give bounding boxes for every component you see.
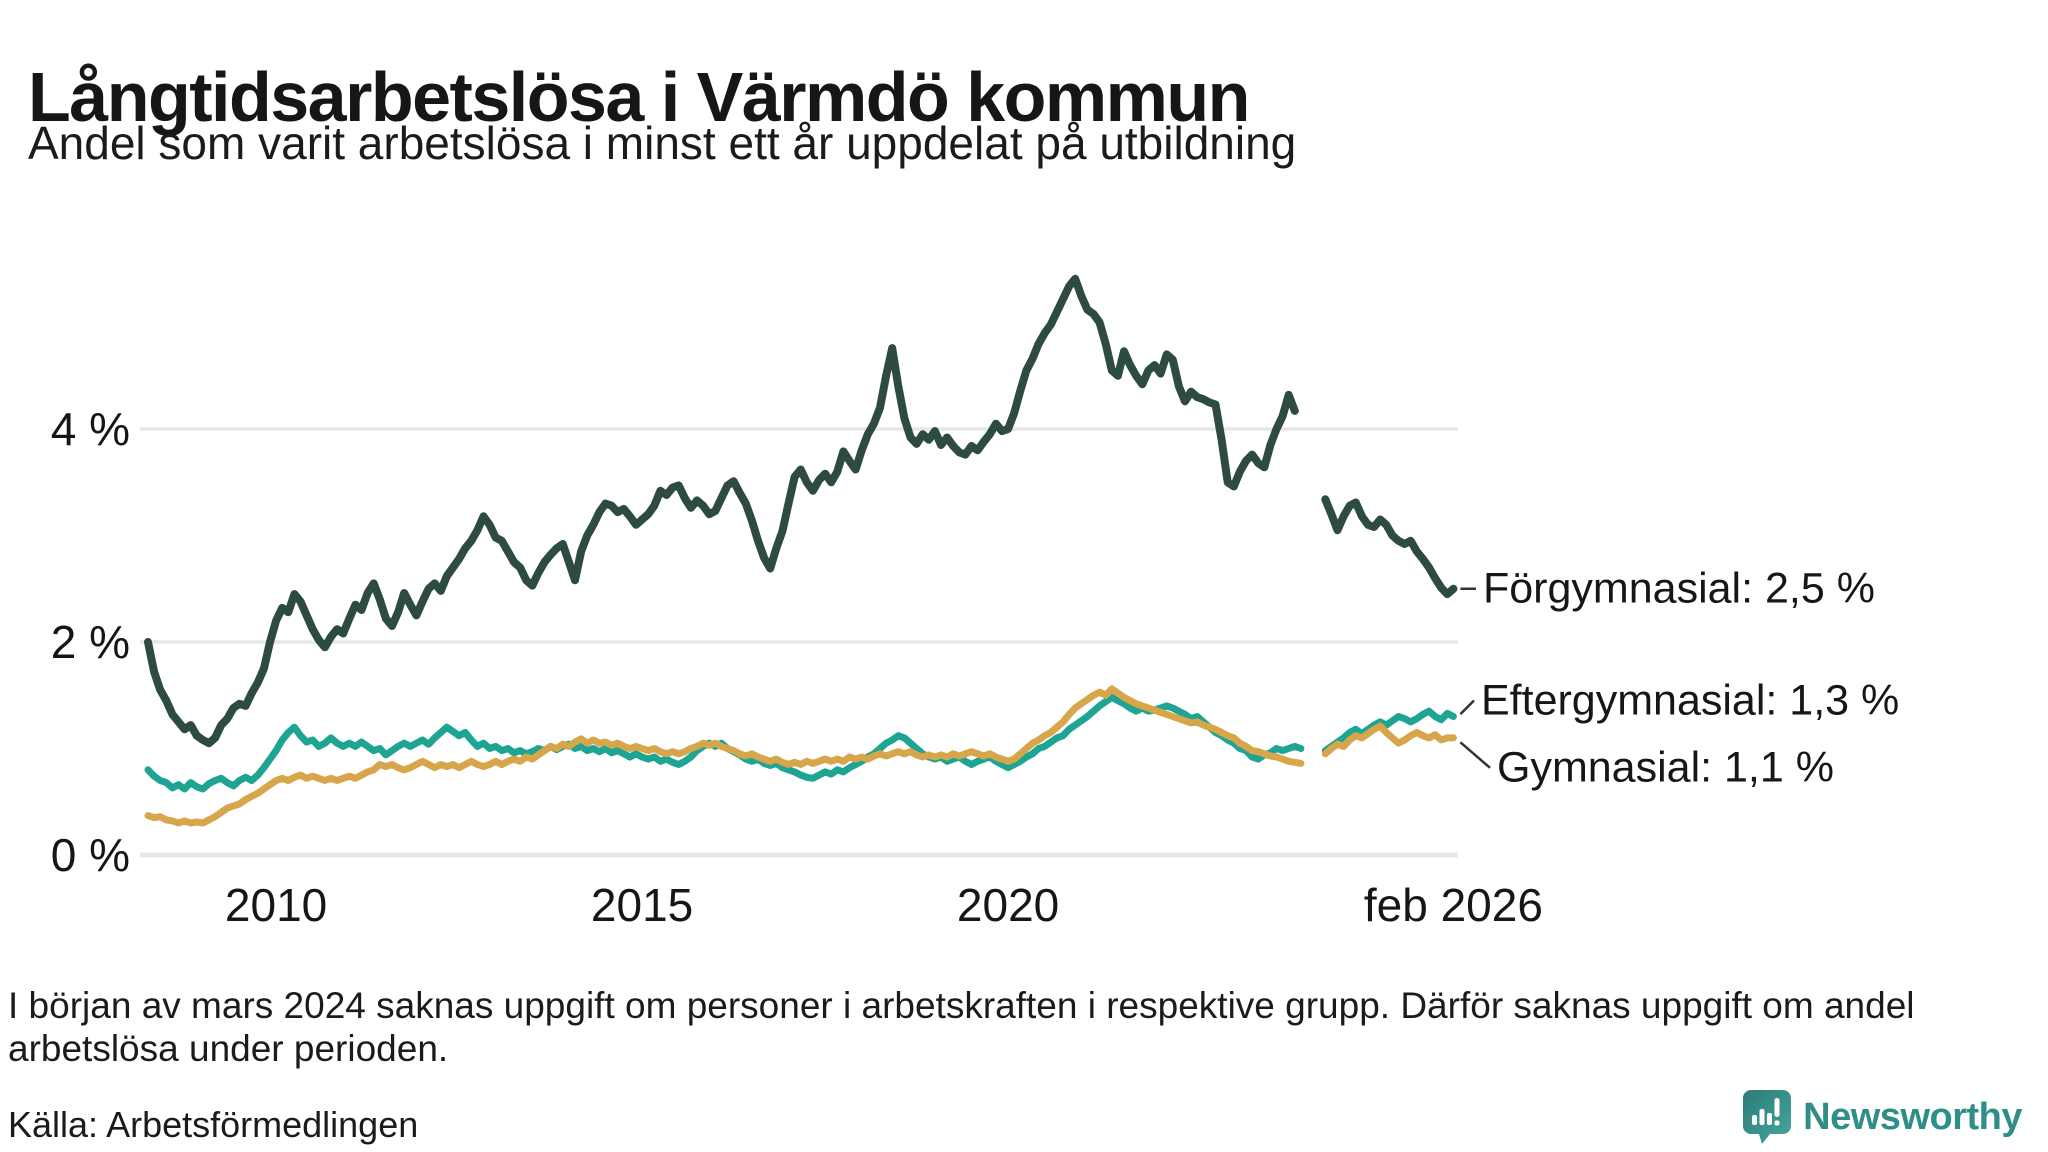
- chart-subtitle: Andel som varit arbetslösa i minst ett å…: [28, 117, 1297, 169]
- series-line-eftergymnasial-after-gap: [1321, 707, 1457, 755]
- source-label: Källa: Arbetsförmedlingen: [8, 1104, 419, 1145]
- footnote: I början av mars 2024 saknas uppgift om …: [8, 985, 1915, 1070]
- annotation-connector-eftergymnasial: [1459, 699, 1475, 716]
- series-line-förgymnasial: [144, 274, 1299, 748]
- series-line-förgymnasial-after-gap: [1321, 495, 1458, 599]
- series-label-förgymnasial: Förgymnasial: 2,5 %: [1483, 564, 1875, 613]
- newsworthy-wordmark: Newsworthy: [1803, 1095, 2022, 1138]
- series-line-gymnasial: [144, 685, 1305, 827]
- series-line-eftergymnasial: [144, 693, 1305, 793]
- y-tick-4pct: 4 %: [50, 403, 130, 455]
- series-label-gymnasial: Gymnasial: 1,1 %: [1497, 743, 1834, 792]
- y-tick-2pct: 2 %: [50, 616, 130, 668]
- newsworthy-logo: Newsworthy: [1743, 1090, 2022, 1144]
- annotation-connector-gymnasial: [1459, 741, 1491, 769]
- y-tick-0pct: 0 %: [50, 829, 130, 881]
- page-title: Långtidsarbetslösa i Värmdö kommun: [28, 57, 1250, 136]
- newsworthy-icon: [1743, 1090, 1792, 1144]
- x-tick-2010: 2010: [224, 879, 328, 931]
- series-line-gymnasial-after-gap: [1321, 722, 1457, 758]
- x-tick-feb-2026: feb 2026: [1363, 879, 1543, 931]
- series-label-eftergymnasial: Eftergymnasial: 1,3 %: [1481, 676, 1900, 725]
- x-tick-2015: 2015: [590, 879, 694, 931]
- x-tick-2020: 2020: [956, 879, 1060, 931]
